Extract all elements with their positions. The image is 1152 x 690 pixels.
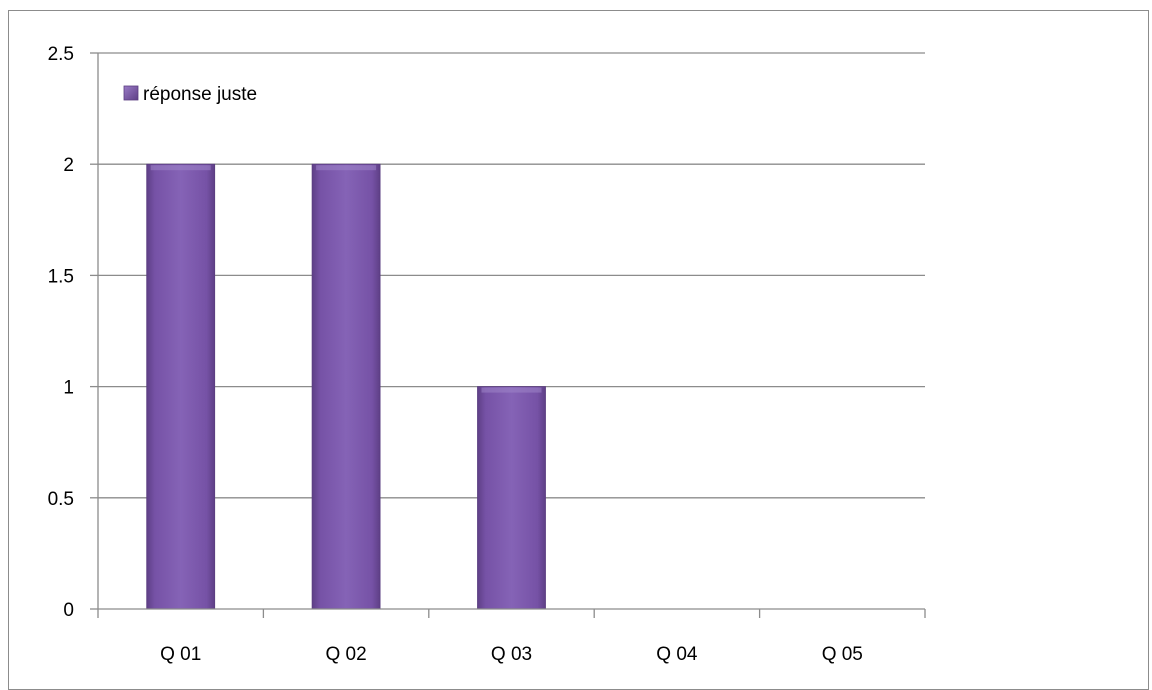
tick-labels: 0 0.5 1 1.5 2 2.5 Q 01 Q 02 Q 03 Q 04 Q 05 [48,44,863,665]
bars [146,163,546,610]
x-tick-label: Q 01 [160,644,201,665]
bar-body [477,386,546,610]
bar-body [146,163,216,610]
legend-label: réponse juste [143,84,257,105]
bar [311,163,381,610]
bar-top-highlight [481,387,542,393]
x-tick-label: Q 03 [491,644,532,665]
bar-top-highlight [150,165,211,171]
y-tick-label: 0 [63,600,74,621]
bar-top-highlight [316,165,377,171]
y-tick-label: 0.5 [48,489,74,510]
bar [146,163,216,610]
y-tick-label: 1.5 [48,266,74,287]
y-tick-label: 2.5 [48,44,74,65]
bar [477,386,546,610]
x-tick-label: Q 05 [822,644,863,665]
x-tick-label: Q 02 [325,644,366,665]
bar-body [311,163,381,610]
y-tick-label: 2 [63,155,74,176]
y-tick-label: 1 [63,378,74,399]
legend: réponse juste [123,84,257,105]
axes [90,52,926,618]
legend-swatch [123,85,139,101]
x-tick-label: Q 04 [656,644,698,665]
